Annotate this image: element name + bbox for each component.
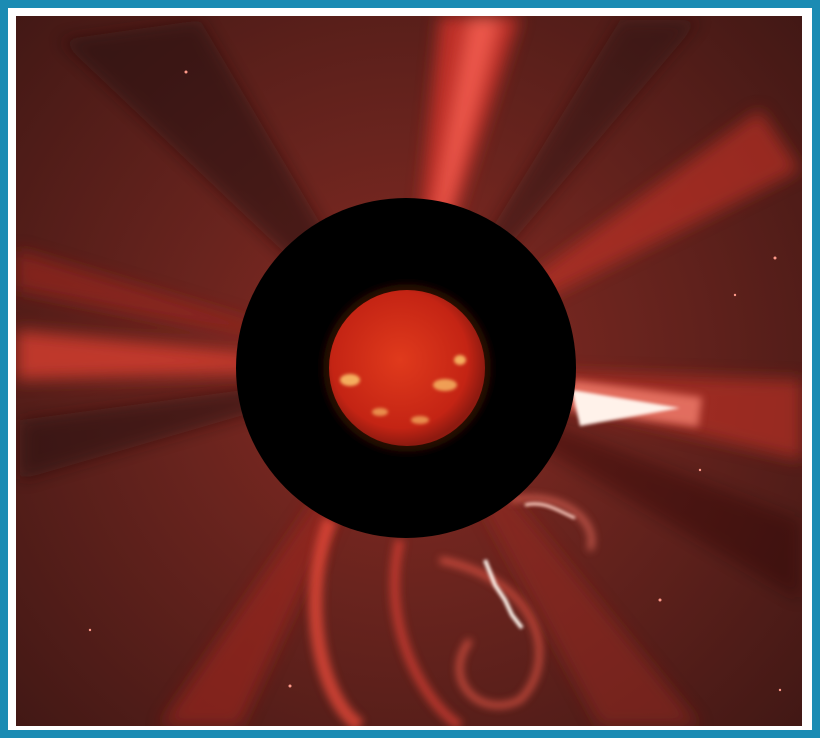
corona (16, 16, 802, 726)
stars (88, 70, 782, 692)
sun-disk (329, 290, 485, 446)
active-regions (340, 355, 466, 424)
bright-features (483, 390, 680, 630)
